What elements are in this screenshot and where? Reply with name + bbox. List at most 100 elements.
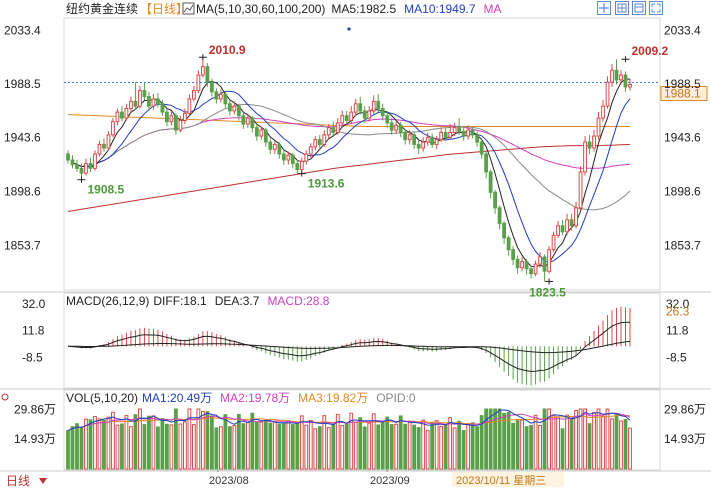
candle [106,131,111,151]
candle [214,88,219,104]
candle-body [466,129,471,137]
macd-tick-right: 11.8 [666,324,689,338]
candle-body [547,249,551,272]
marker-dot [347,27,351,31]
grid-layout-icon[interactable] [615,1,629,15]
macd-tick-left: -8.5 [22,351,43,365]
volume-bar [439,425,444,470]
volume-bar [529,425,533,470]
period-dropdown-icon[interactable] [39,478,47,484]
ma10-line [76,90,631,263]
candle [344,110,349,125]
candle [479,139,484,159]
volume-bar [385,416,390,470]
price-annotations: 2010.9 1908.5 1913.6 1823.5 2009.2 [77,43,669,299]
volume-bar [70,426,75,470]
candle-body [398,124,403,133]
candle [111,118,115,138]
candle-body [583,141,587,173]
crosshair-icon[interactable] [597,1,611,15]
volume-bar [254,422,259,470]
candle-body [371,100,376,112]
header-symbol: 纽约黄金连续 【日线】 [66,1,188,16]
candle [322,130,327,147]
ma200-line [67,143,631,212]
candle [138,85,142,109]
price-annotation: 2009.2 [621,44,669,63]
candle-body [259,129,264,137]
volume-bar [205,411,210,470]
candle-body [102,143,106,149]
candle-body [479,141,484,155]
volume-bar [326,427,331,470]
volume-bar [281,423,286,470]
price-tick-left: 1853.7 [4,238,41,252]
candle-body [218,93,223,100]
candle-body [241,115,246,125]
candle [439,127,444,143]
volume-bar [218,426,223,470]
candle [120,106,124,122]
volume-bar [565,414,569,470]
volume-bar [178,423,183,470]
candle-body [488,171,493,193]
candle [97,140,102,157]
candle [502,221,507,244]
candle-body [66,153,70,161]
candle [461,126,466,141]
candle-body [156,98,160,105]
candle [147,91,151,111]
volume-bar [587,423,592,470]
volume-bar [619,420,623,470]
volume-bar [497,408,502,470]
volume-bar [394,423,399,470]
candle-body [493,191,498,209]
candle-body [299,160,304,171]
annotation-label: 2010.9 [209,43,246,57]
vol-settings-icon[interactable] [1,393,9,401]
candle [628,78,632,91]
candle [470,126,475,139]
candle [160,100,165,116]
ma-setting-icon[interactable] [182,2,195,15]
volume-bar [511,422,515,470]
candle-body [574,207,578,227]
ma100-line [67,114,630,127]
volume-bar [160,418,165,470]
vol-tick-right: 14.93万 [664,432,706,446]
volume-bar [592,412,596,470]
volume-bar [488,408,493,470]
candle-body [619,74,623,81]
annotation-label: 2009.2 [632,44,669,58]
candle [272,140,277,154]
price-tick-right: 1853.7 [664,238,701,252]
candle-body [524,261,529,270]
volume-bar [371,413,376,470]
volume-bar [596,408,601,470]
volume-bar [403,423,408,470]
candle-body [511,249,515,260]
candle-body [106,134,111,149]
layout-switch-icon[interactable] [632,1,646,15]
candle [592,130,596,152]
candle-body [250,117,255,129]
volume-bar [538,425,542,470]
volume-bar [151,415,156,470]
volume-bar [376,424,381,470]
candle [425,132,430,146]
candle-body [232,105,237,112]
candle-body [605,81,610,107]
volume-bar [263,421,268,470]
fullscreen-icon[interactable] [649,1,663,15]
candle [209,78,214,97]
candle-body [196,74,201,92]
candle [326,124,331,139]
volume-bars [66,408,632,470]
candle-body [403,131,408,141]
period-button-bg[interactable] [0,472,50,488]
period-button[interactable]: 日线 [6,474,30,488]
volume-bar [286,420,291,470]
volume-bar [88,419,93,470]
candle-body [317,139,322,145]
price-tick-left: 1988.5 [4,77,41,91]
